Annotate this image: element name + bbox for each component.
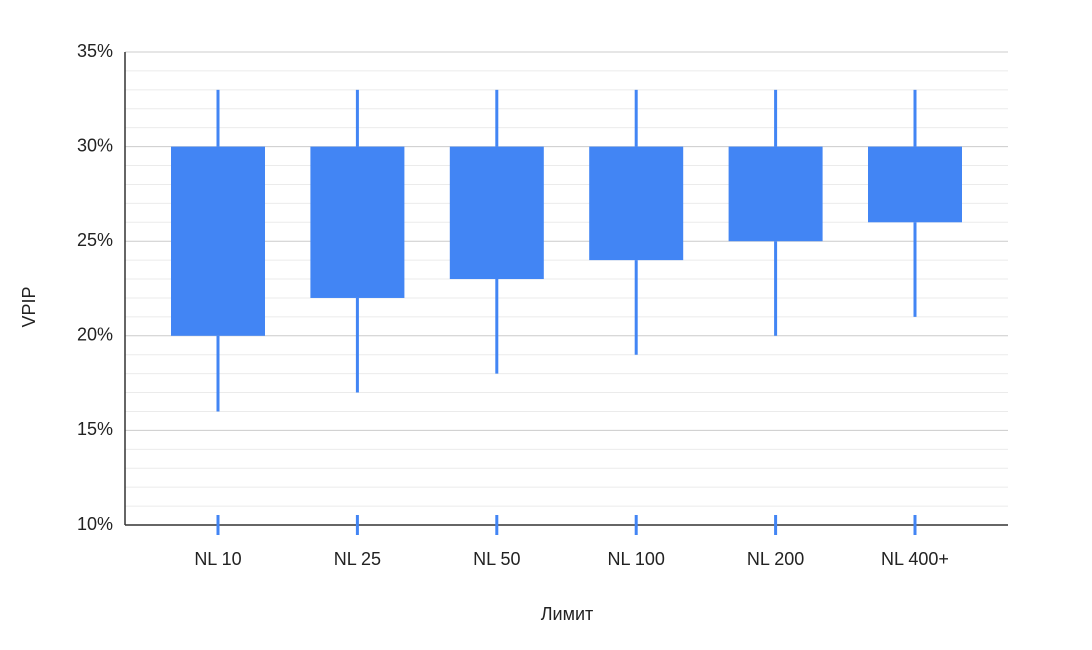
candle-body: [728, 146, 823, 242]
candle-body: [589, 146, 684, 261]
y-axis-title: VPIP: [19, 286, 39, 327]
x-tick-label: NL 100: [608, 549, 665, 569]
y-tick-label: 25%: [77, 230, 113, 250]
y-tick-label: 35%: [77, 41, 113, 61]
candle-body: [171, 146, 265, 336]
y-tick-label: 30%: [77, 135, 113, 155]
candle-body: [868, 146, 962, 223]
x-axis-title: Лимит: [541, 604, 594, 624]
x-tick-label: NL 50: [473, 549, 520, 569]
y-tick-label: 15%: [77, 419, 113, 439]
y-tick-label: 20%: [77, 325, 113, 345]
candle-body: [310, 146, 405, 298]
x-tick-label: NL 400+: [881, 549, 949, 569]
candle-body: [449, 146, 544, 280]
x-tick-label: NL 200: [747, 549, 804, 569]
x-tick-label: NL 10: [194, 549, 241, 569]
x-tick-label: NL 25: [334, 549, 381, 569]
y-tick-label: 10%: [77, 514, 113, 534]
